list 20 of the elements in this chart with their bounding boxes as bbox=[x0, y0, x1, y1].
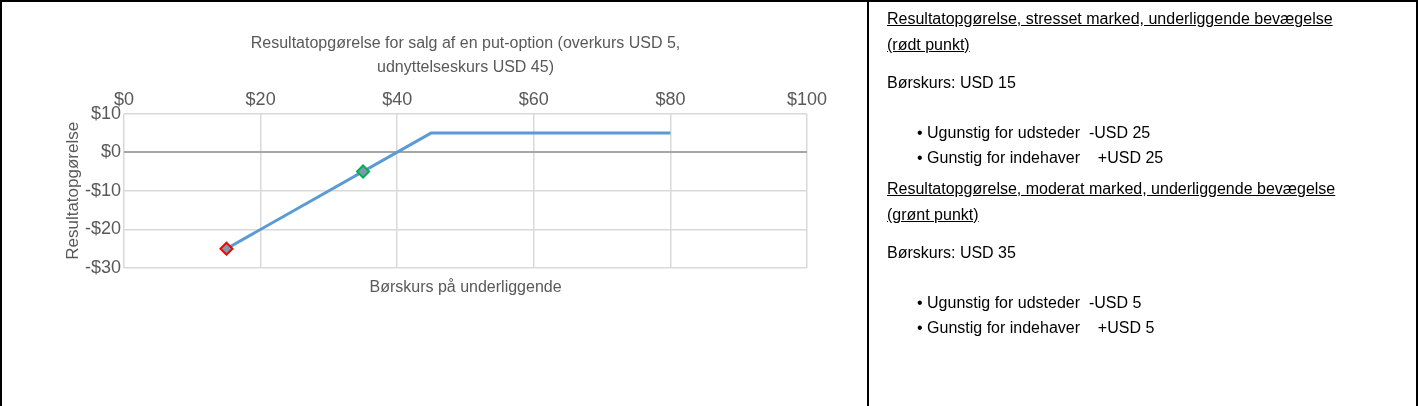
text: • Ugunstig for udsteder -USD 25 bbox=[917, 123, 1152, 143]
x-tick-label: $40 bbox=[382, 88, 413, 109]
text: • Gunstig for indehaver +USD 5 bbox=[917, 318, 1156, 338]
text: Børskurs: USD 15 bbox=[887, 74, 1017, 92]
y-tick-label: $0 bbox=[101, 141, 122, 162]
text: • Ugunstig for udsteder -USD 5 bbox=[917, 293, 1143, 313]
x-axis-title: Børskurs på underliggende bbox=[369, 278, 562, 295]
y-tick-label: -$10 bbox=[85, 179, 122, 200]
x-tick-label: $100 bbox=[786, 88, 828, 109]
x-tick-label: $80 bbox=[655, 88, 686, 109]
text: • Gunstig for indehaver +USD 25 bbox=[917, 148, 1165, 168]
text: Resultatopgørelse, moderat marked, underliggende bevægelse (grønt punkt) bbox=[887, 179, 1337, 225]
x-tick-label: $60 bbox=[518, 88, 549, 109]
x-tick-label: $20 bbox=[245, 88, 276, 109]
text: Børskurs: USD 35 bbox=[887, 244, 1017, 262]
y-axis-title: Resultatopgørelse bbox=[63, 121, 82, 260]
chart-title: Resultatopgørelse for salg af en put-option (overkurs USD 5, udnyttelseskurs USD 45) bbox=[250, 34, 681, 75]
text: Resultatopgørelse, stresset marked, underliggende bevægelse (rødt punkt) bbox=[887, 9, 1334, 55]
y-tick-label: -$30 bbox=[85, 256, 122, 277]
y-tick-label: -$20 bbox=[85, 218, 122, 239]
